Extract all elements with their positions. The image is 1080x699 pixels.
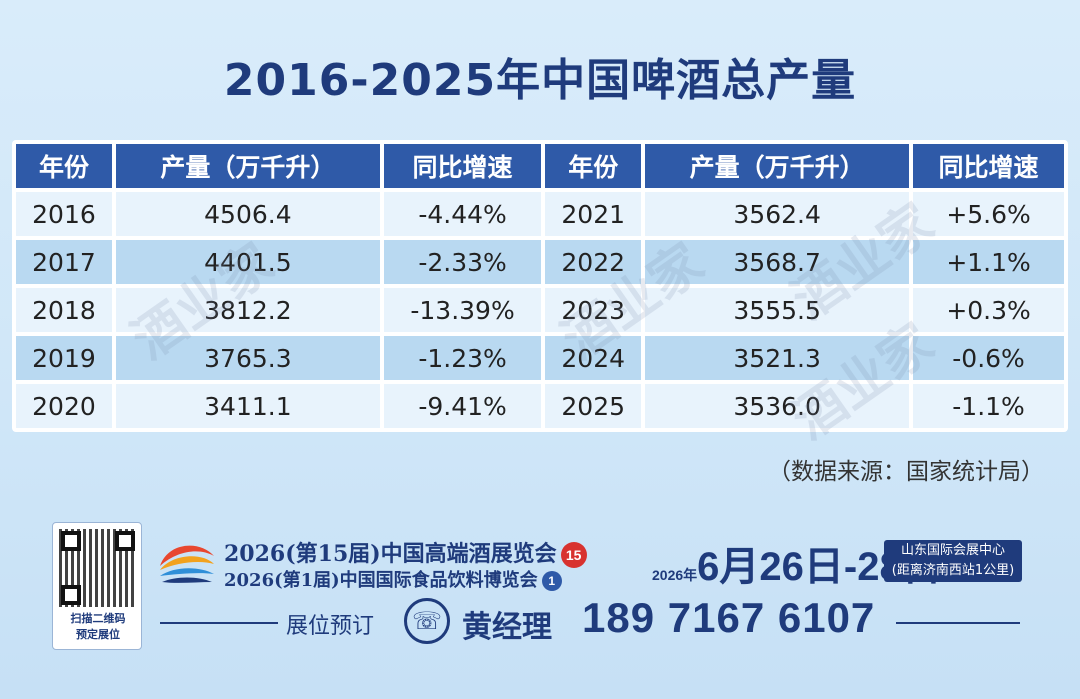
cell-year: 2024 — [545, 336, 642, 380]
cell-output: 3411.1 — [115, 384, 380, 428]
cell-year: 2016 — [16, 192, 112, 236]
phone-icon: ☏ — [404, 598, 450, 644]
table-row: 2020 3411.1 -9.41% 2025 3536.0 -1.1% — [16, 384, 1064, 428]
expo-title-text: 2026(第1届)中国国际食品饮料博览会 — [224, 570, 538, 591]
cell-growth: +0.3% — [913, 288, 1064, 332]
cell-growth: -1.1% — [913, 384, 1064, 428]
cell-year: 2017 — [16, 240, 112, 284]
venue-name: 山东国际会展中心 — [900, 543, 1005, 558]
production-table: 年份 产量（万千升） 同比增速 年份 产量（万千升） 同比增速 2016 450… — [12, 140, 1068, 451]
qr-finder — [115, 531, 135, 551]
header-year-1: 年份 — [16, 144, 112, 188]
cell-output: 4506.4 — [115, 192, 380, 236]
cell-output: 3521.3 — [645, 336, 910, 380]
venue-note: (距离济南西站1公里) — [891, 563, 1015, 578]
cell-year: 2025 — [545, 384, 642, 428]
cell-growth: -13.39% — [383, 288, 542, 332]
expo-title-1: 2026(第15届)中国高端酒展览会 15 — [224, 536, 587, 568]
table-row: 2019 3765.3 -1.23% 2024 3521.3 -0.6% — [16, 336, 1064, 380]
header-year-2: 年份 — [545, 144, 642, 188]
cell-growth: -9.41% — [383, 384, 542, 428]
cell-output: 3568.7 — [645, 240, 910, 284]
cell-year: 2022 — [545, 240, 642, 284]
page-title: 2016-2025年中国啤酒总产量 — [223, 55, 857, 106]
qr-caption-line: 预定展位 — [76, 628, 120, 641]
expo-title-text: 2026(第15届)中国高端酒展览会 — [224, 541, 557, 567]
cell-year: 2021 — [545, 192, 642, 236]
cell-growth: -4.44% — [383, 192, 542, 236]
expo-logo-icon — [160, 545, 214, 583]
cell-output: 3536.0 — [645, 384, 910, 428]
cell-growth: +5.6% — [913, 192, 1064, 236]
qr-finder — [61, 531, 81, 551]
table-row: 2016 4506.4 -4.44% 2021 3562.4 +5.6% — [16, 192, 1064, 236]
cell-year: 2023 — [545, 288, 642, 332]
cell-year: 2018 — [16, 288, 112, 332]
edition-badge: 1 — [541, 571, 562, 591]
divider — [160, 622, 278, 624]
venue-badge: 山东国际会展中心 (距离济南西站1公里) — [884, 540, 1022, 582]
qr-caption: 扫描二维码 预定展位 — [53, 611, 143, 643]
phone-number[interactable]: 189 7167 6107 — [582, 594, 876, 641]
table-row: 2017 4401.5 -2.33% 2022 3568.7 +1.1% — [16, 240, 1064, 284]
edition-badge: 15 — [560, 542, 587, 568]
cell-output: 3765.3 — [115, 336, 380, 380]
header-output-1: 产量（万千升） — [115, 144, 380, 188]
date-year: 2026年 — [652, 567, 698, 583]
qr-caption-line: 扫描二维码 — [70, 612, 126, 625]
cell-year: 2020 — [16, 384, 112, 428]
expo-title-2: 2026(第1届)中国国际食品饮料博览会 1 — [224, 566, 562, 592]
qr-finder — [61, 585, 81, 605]
contact-name: 黄经理 — [462, 610, 552, 645]
booth-label: 展位预订 — [286, 614, 375, 639]
header-growth-1: 同比增速 — [383, 144, 542, 188]
cell-output: 3562.4 — [645, 192, 910, 236]
cell-output: 4401.5 — [115, 240, 380, 284]
header-output-2: 产量（万千升） — [645, 144, 910, 188]
divider — [896, 622, 1020, 624]
cell-growth: -1.23% — [383, 336, 542, 380]
table-row: 2018 3812.2 -13.39% 2023 3555.5 +0.3% — [16, 288, 1064, 332]
cell-growth: -0.6% — [913, 336, 1064, 380]
table-header-row: 年份 产量（万千升） 同比增速 年份 产量（万千升） 同比增速 — [16, 144, 1064, 188]
cell-growth: +1.1% — [913, 240, 1064, 284]
header-growth-2: 同比增速 — [913, 144, 1064, 188]
cell-output: 3555.5 — [645, 288, 910, 332]
qr-code[interactable]: 扫描二维码 预定展位 — [52, 522, 142, 650]
cell-growth: -2.33% — [383, 240, 542, 284]
cell-year: 2019 — [16, 336, 112, 380]
data-source: （数据来源：国家统计局） — [768, 459, 1044, 485]
cell-output: 3812.2 — [115, 288, 380, 332]
